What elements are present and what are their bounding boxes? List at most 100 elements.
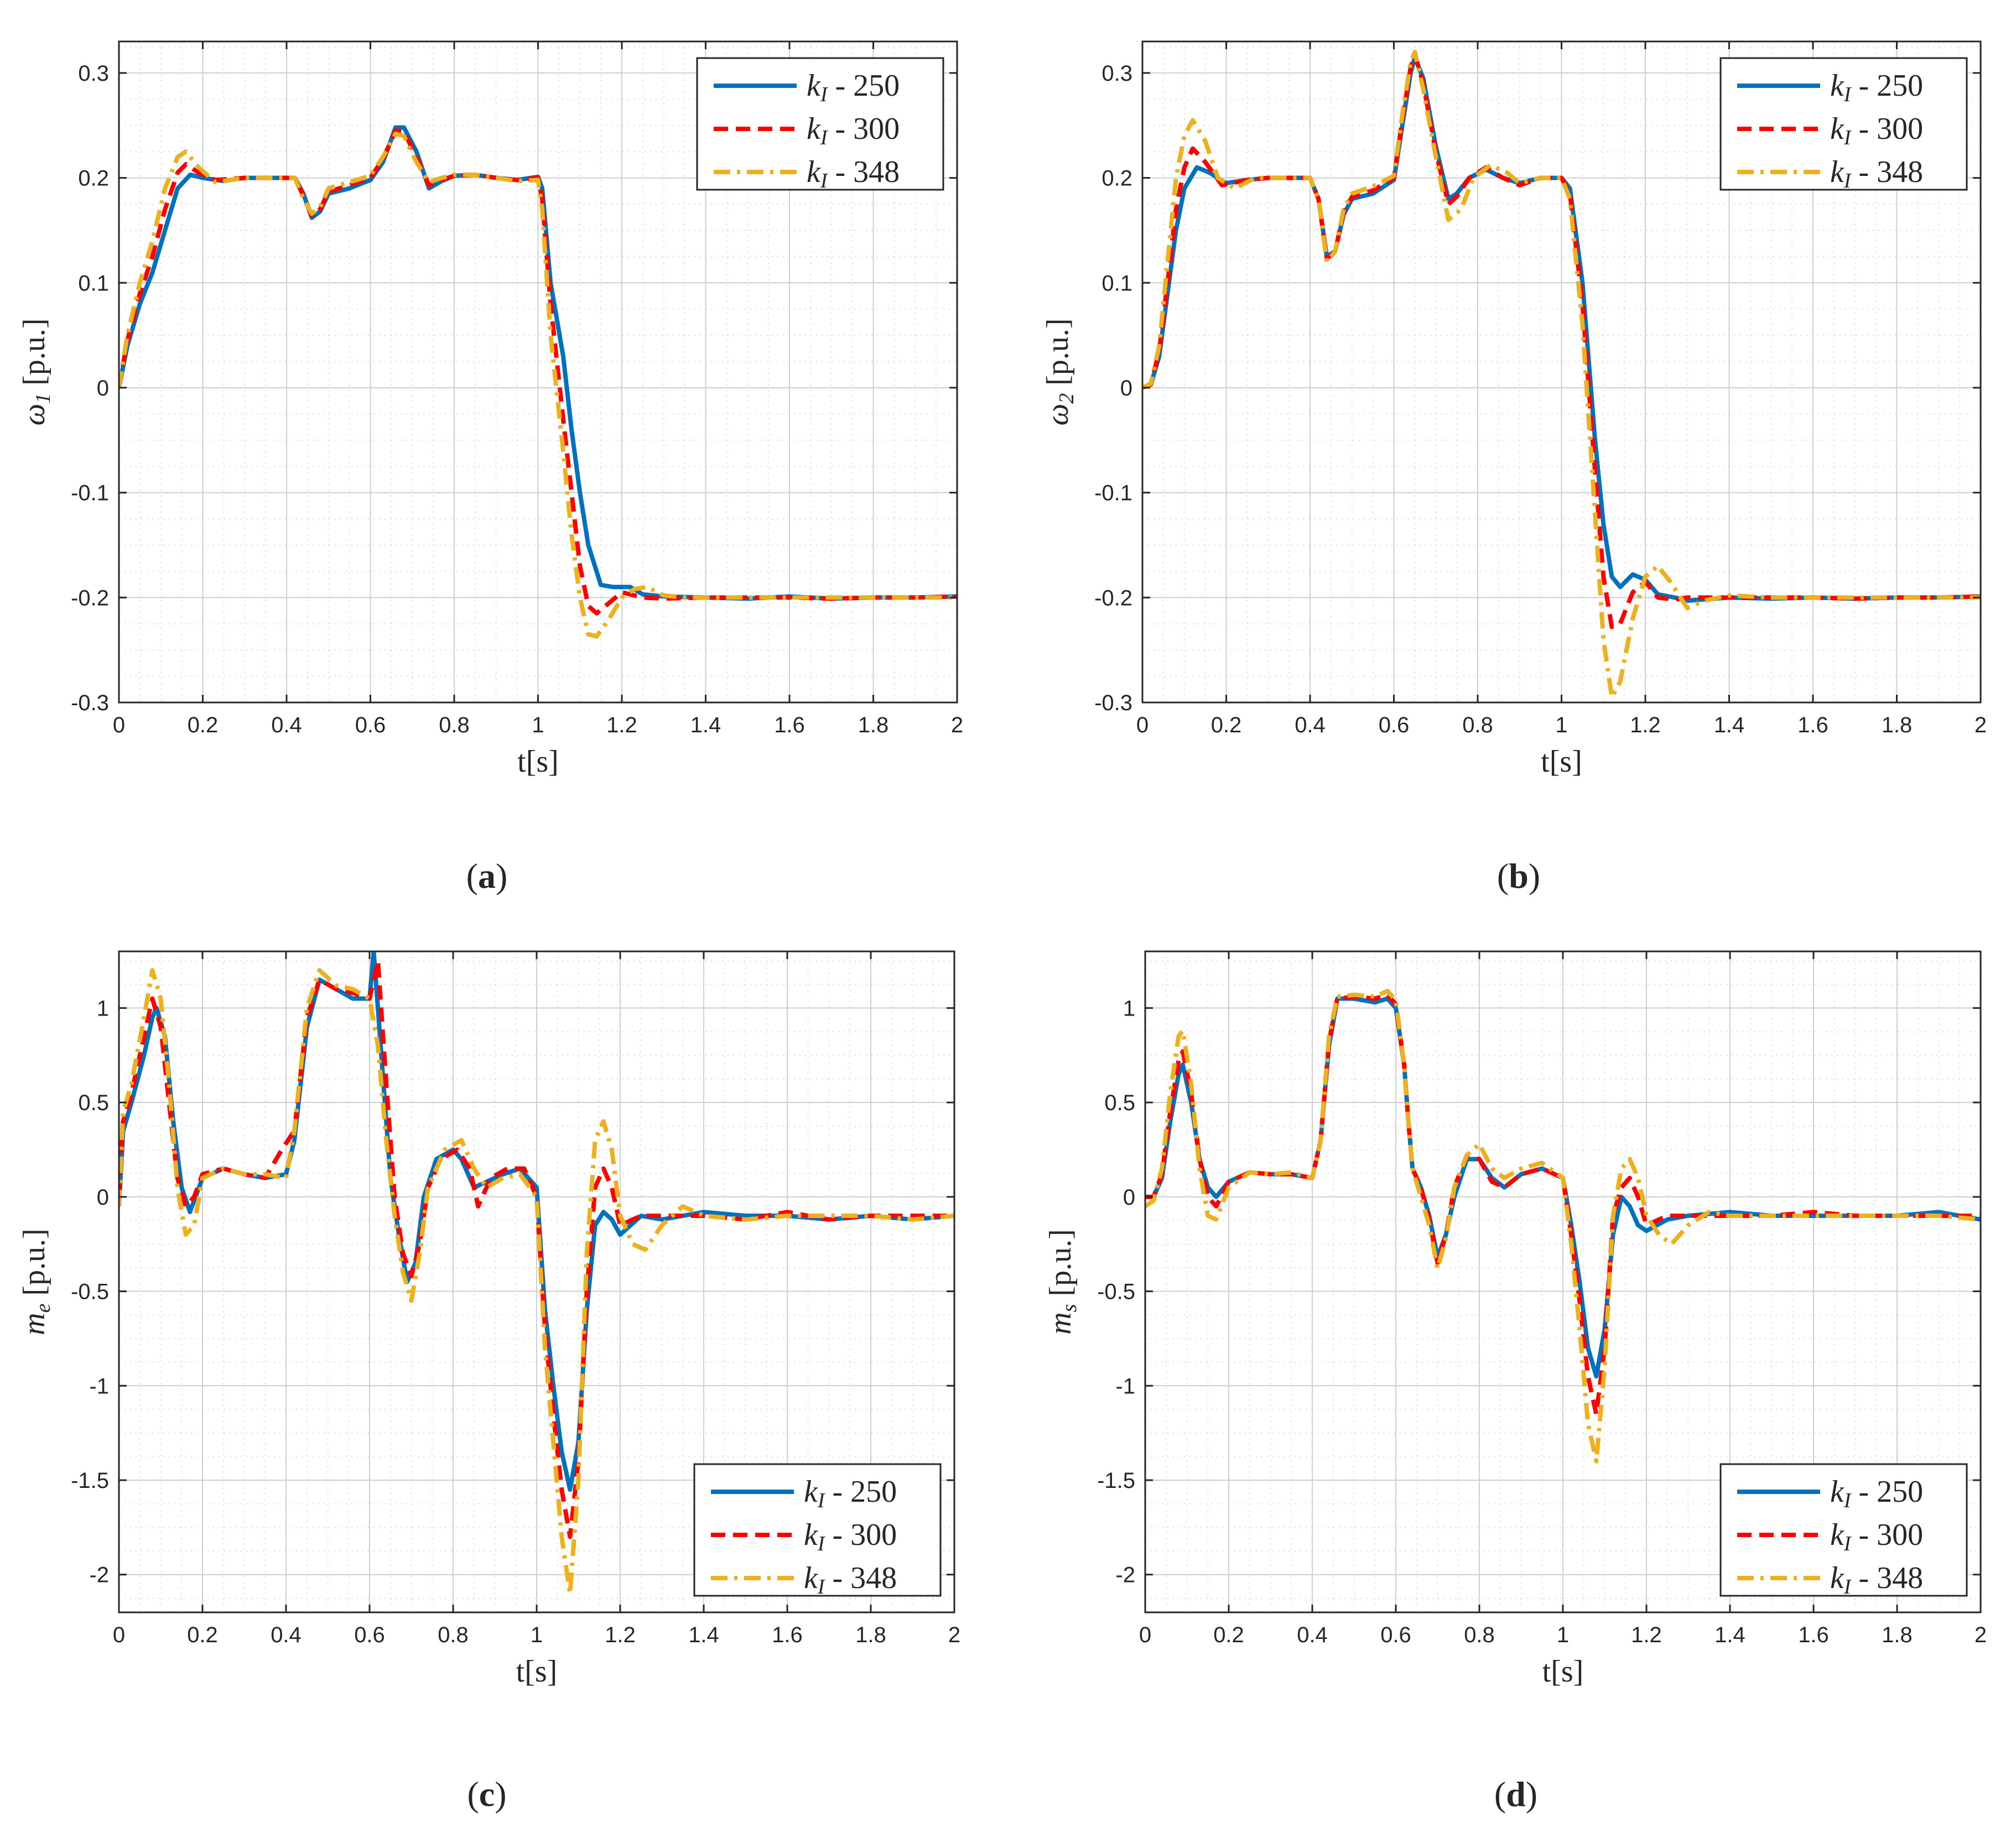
x-tick-label: 1.2 <box>1630 713 1661 737</box>
y-axis-label: ω1 [p.u.] <box>17 319 55 426</box>
x-tick-label: 0 <box>1139 1623 1151 1647</box>
y-tick-label: 0 <box>1123 1185 1135 1210</box>
y-label-unit: [p.u.] <box>1041 319 1075 393</box>
legend-label-3: kI - 348 <box>807 155 900 192</box>
x-tick-label: 0.8 <box>1464 1623 1495 1647</box>
y-tick-label: -0.2 <box>71 586 109 610</box>
x-tick-label: 1.4 <box>688 1623 719 1647</box>
y-axis-label: ω2 [p.u.] <box>1041 319 1078 426</box>
x-tick-label: 0.6 <box>355 713 386 737</box>
y-tick-label: 0.3 <box>1101 61 1132 86</box>
x-tick-label: 1.8 <box>1882 1623 1913 1647</box>
x-tick-label: 0 <box>1136 713 1149 737</box>
x-tick-label: 1.2 <box>1631 1623 1662 1647</box>
legend-box <box>696 57 944 191</box>
y-label-subscript: e <box>32 1303 55 1313</box>
y-tick-label: -0.2 <box>1094 586 1132 610</box>
y-label-variable: ω <box>1041 404 1075 426</box>
y-tick-label: 0.3 <box>78 61 109 86</box>
y-tick-label: -0.3 <box>71 691 109 715</box>
legend: kI - 250 kI - 300 kI - 348 <box>693 1463 942 1599</box>
chart-panel-a: 0 0.2 0.4 0.6 0.8 1 1.2 1.4 1.6 1.8 2 -0.3 -0.2 -0.1 0… <box>17 40 963 896</box>
y-tick-label: -0.5 <box>71 1280 109 1304</box>
x-axis-label: t[s] <box>516 1654 558 1689</box>
x-tick-label: 1.8 <box>855 1623 886 1647</box>
y-tick-label: 0 <box>1120 376 1132 400</box>
y-tick-label: -1 <box>89 1374 109 1398</box>
x-tick-label: 0.4 <box>271 1623 302 1647</box>
legend-box <box>693 1463 942 1597</box>
series-line-3 <box>119 968 954 1596</box>
x-tick-label: 0 <box>113 1623 125 1647</box>
x-axis-label: t[s] <box>1541 745 1582 779</box>
y-tick-label: -2 <box>89 1563 109 1587</box>
legend-label-2: kI - 300 <box>804 1518 897 1555</box>
y-axis-label: ms [p.u.] <box>1043 1229 1081 1335</box>
x-tick-label: 1.6 <box>774 713 805 737</box>
y-tick-label: 0.5 <box>78 1091 109 1115</box>
x-tick-label: 1.6 <box>772 1623 803 1647</box>
series-line-3 <box>1145 988 1981 1464</box>
y-label-unit: [p.u.] <box>17 319 51 393</box>
x-tick-label: 1 <box>532 713 544 737</box>
y-tick-label: -1 <box>1115 1374 1135 1398</box>
series-lines <box>1142 50 1981 700</box>
series-line-1 <box>1142 55 1981 603</box>
x-axis-label: t[s] <box>1542 1654 1584 1689</box>
x-tick-label: 0.6 <box>1380 1623 1411 1647</box>
y-tick-label: 0.1 <box>78 271 109 295</box>
y-tick-label: 0 <box>97 1185 109 1210</box>
x-tick-label: 2 <box>1975 713 1987 737</box>
x-tick-label: 0.2 <box>1213 1623 1244 1647</box>
series-line-3 <box>119 131 957 639</box>
x-tick-label: 1.8 <box>858 713 889 737</box>
x-tick-label: 1 <box>1555 713 1567 737</box>
y-label-variable: m <box>1043 1312 1078 1334</box>
y-tick-label: 1 <box>1123 996 1135 1021</box>
legend: kI - 250 kI - 300 kI - 348 <box>696 57 944 192</box>
panel-caption: (a) <box>466 856 508 896</box>
x-tick-label: 2 <box>948 1623 960 1647</box>
x-tick-label: 0.2 <box>187 1623 218 1647</box>
series-line-2 <box>119 128 957 616</box>
legend-label-3: kI - 348 <box>1830 1561 1923 1599</box>
legend-label-1: kI - 250 <box>804 1475 897 1512</box>
x-tick-label: 0.4 <box>271 713 302 737</box>
y-tick-label: -0.1 <box>1094 481 1132 506</box>
x-tick-label: 0.4 <box>1295 713 1326 737</box>
y-tick-label: -0.5 <box>1097 1280 1135 1304</box>
y-tick-label: -0.3 <box>1094 691 1132 715</box>
x-tick-label: 0.4 <box>1297 1623 1328 1647</box>
x-tick-label: 0.2 <box>1211 713 1242 737</box>
legend: kI - 250 kI - 300 kI - 348 <box>1719 57 1968 192</box>
series-lines <box>119 951 954 1596</box>
y-tick-label: 0.1 <box>1101 271 1132 295</box>
y-axis-label: me [p.u.] <box>17 1228 55 1335</box>
series-lines <box>1145 988 1981 1464</box>
x-tick-label: 1.2 <box>605 1623 636 1647</box>
x-tick-label: 1.2 <box>606 713 637 737</box>
y-tick-label: -0.1 <box>71 481 109 506</box>
panel-caption: (d) <box>1494 1774 1537 1814</box>
legend-label-1: kI - 250 <box>807 69 900 106</box>
x-tick-label: 1.8 <box>1882 713 1913 737</box>
x-tick-label: 1.4 <box>690 713 721 737</box>
x-tick-label: 0.8 <box>439 713 470 737</box>
y-tick-label: 0.2 <box>78 166 109 191</box>
panel-caption: (c) <box>467 1774 506 1814</box>
y-label-variable: m <box>17 1313 51 1335</box>
y-tick-label: 0.5 <box>1104 1091 1135 1115</box>
y-tick-label: -2 <box>1115 1563 1135 1587</box>
x-tick-label: 0.8 <box>1462 713 1493 737</box>
legend-label-2: kI - 300 <box>1830 1518 1923 1555</box>
y-tick-label: -1.5 <box>1097 1469 1135 1493</box>
x-tick-label: 1 <box>531 1623 543 1647</box>
x-axis-label: t[s] <box>517 745 559 779</box>
chart-panel-c: 0 0.2 0.4 0.6 0.8 1 1.2 1.4 1.6 1.8 2 -2 -1.5 -1 -0.5 0… <box>17 950 960 1814</box>
y-label-unit: [p.u.] <box>17 1228 51 1303</box>
x-tick-label: 0.2 <box>188 713 219 737</box>
chart-panel-b: 0 0.2 0.4 0.6 0.8 1 1.2 1.4 1.6 1.8 2 -0.3 -0.2 -0.1 0… <box>1041 40 1987 896</box>
chart-panel-d: 0 0.2 0.4 0.6 0.8 1 1.2 1.4 1.6 1.8 2 -2 -1.5 -1 -0.5 0… <box>1043 950 1987 1814</box>
legend-label-1: kI - 250 <box>1830 69 1923 106</box>
legend-label-3: kI - 348 <box>804 1561 897 1599</box>
